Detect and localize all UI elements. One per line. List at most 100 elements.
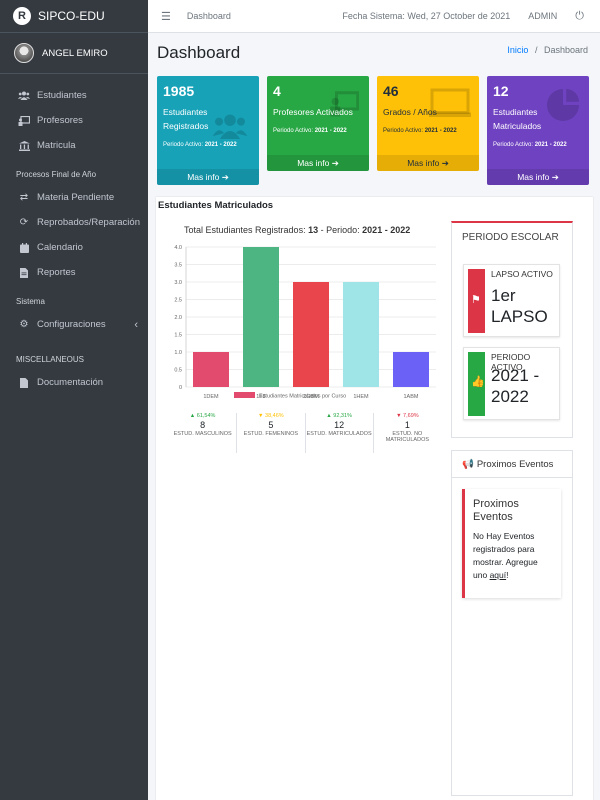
- sidebar-item-configuraciones[interactable]: ⚙ Configuraciones ‹: [0, 312, 148, 337]
- stat-label: ESTUD. NO MATRICULADOS: [385, 431, 430, 443]
- y-tick-label: 3.0: [174, 280, 182, 286]
- box-number: 46: [383, 83, 399, 99]
- box-period: Periodo Activo: 2021 - 2022: [163, 142, 237, 148]
- box-period: Periodo Activo: 2021 - 2022: [383, 128, 457, 134]
- sidebar-item-label: Configuraciones: [37, 319, 106, 330]
- nav-header-misc: MISCELLANEOUS: [16, 355, 85, 364]
- legend-swatch: [234, 392, 255, 398]
- mas-info-link[interactable]: Mas info ➔: [157, 169, 259, 185]
- info-box-estudiantes: 1985 Estudiantes Registrados Periodo Act…: [157, 76, 259, 185]
- info-box-grados: 46 Grados / Años Periodo Activo: 2021 - …: [377, 76, 479, 171]
- y-tick-label: 1.0: [174, 350, 182, 356]
- box-number: 12: [493, 83, 509, 99]
- stat-percent: ▼ 38,46%: [258, 413, 284, 419]
- sidebar-item-label: Profesores: [37, 115, 83, 126]
- bar: [293, 282, 329, 387]
- callout-title: Proximos Eventos: [473, 498, 519, 523]
- lapso-activo-box: ⚑ LAPSO ACTIVO 1er LAPSO: [463, 264, 560, 337]
- sidebar-item-label: Documentación: [37, 377, 104, 388]
- stat-percent: ▲ 92,31%: [326, 413, 352, 419]
- sidebar-item-label: Calendario: [37, 242, 83, 253]
- eventos-header: 📢 Proximos Eventos: [452, 451, 572, 478]
- breadcrumb-home[interactable]: Inicio: [507, 45, 529, 55]
- sidebar-item-label: Estudiantes: [37, 90, 87, 101]
- sidebar-item-reprobados[interactable]: ⟳ Reprobados/Reparación: [0, 210, 148, 235]
- sidebar-item-estudiantes[interactable]: Estudiantes: [0, 83, 148, 108]
- topbar-dashboard-link[interactable]: Dashboard: [186, 11, 231, 21]
- periodo-label: PERIODO ACTIVO: [491, 352, 531, 372]
- y-tick-label: 3.5: [174, 263, 182, 269]
- stat-percent: ▼ 7,69%: [396, 413, 419, 419]
- sidebar-item-profesores[interactable]: Profesores: [0, 108, 148, 133]
- stat-label: ESTUD. MASCULINOS: [173, 431, 232, 437]
- cogs-icon: ⚙: [19, 319, 29, 330]
- flag-checkered-icon: ⚑: [471, 294, 481, 306]
- nav-header-sistema: Sistema: [16, 297, 45, 306]
- breadcrumb-current: Dashboard: [543, 45, 588, 55]
- arrow-circle-right-icon: ➔: [331, 158, 339, 168]
- sidebar-item-reportes[interactable]: Reportes: [0, 260, 148, 285]
- stat-masculinos: ▲ 61,54% 8 ESTUD. MASCULINOS: [169, 413, 238, 453]
- chalkboard-teacher-icon: [329, 88, 360, 125]
- bar: [343, 282, 379, 387]
- bar: [393, 352, 429, 387]
- y-tick-label: 1.5: [174, 333, 182, 339]
- user-panel[interactable]: ANGEL EMIRO: [0, 33, 148, 74]
- box-label: Estudiantes Matriculados: [493, 107, 542, 131]
- stat-matriculados: ▲ 92,31% 12 ESTUD. MATRICULADOS: [306, 413, 374, 453]
- mas-info-link[interactable]: Mas info ➔: [267, 155, 369, 171]
- brand-logo: R: [13, 7, 31, 25]
- arrow-circle-right-icon: ➔: [441, 158, 449, 168]
- thumbs-up-icon: 👍: [471, 376, 485, 388]
- sidebar-item-calendario[interactable]: Calendario: [0, 235, 148, 260]
- bar: [193, 352, 229, 387]
- brand[interactable]: R SIPCO-EDU: [0, 0, 148, 33]
- chalkboard-icon: [429, 87, 471, 125]
- stats-row: ▲ 61,54% 8 ESTUD. MASCULINOS ▼ 38,46% 5 …: [169, 413, 441, 453]
- periodo-value: 2021 - 2022: [491, 366, 540, 406]
- arrow-circle-right-icon: ➔: [221, 172, 229, 182]
- university-icon: [18, 140, 30, 151]
- chart-summary: Total Estudiantes Registrados: 13 - Peri…: [184, 225, 411, 235]
- x-tick-label: 2GBM: [303, 394, 319, 400]
- user-name: ANGEL EMIRO: [42, 47, 108, 59]
- periodo-title: PERIODO ESCOLAR: [462, 232, 559, 243]
- sidebar-item-documentacion[interactable]: Documentación: [0, 370, 148, 395]
- box-period: Periodo Activo: 2021 - 2022: [493, 142, 567, 148]
- page-title: Dashboard: [157, 43, 241, 62]
- sidebar-item-materia-pendiente[interactable]: ⇄ Materia Pendiente: [0, 185, 148, 210]
- hamburger-icon[interactable]: ☰: [161, 10, 171, 23]
- file-icon: [18, 267, 30, 278]
- periodo-activo-box: 👍 PERIODO ACTIVO 2021 - 2022: [463, 347, 560, 420]
- sync-icon: ⟳: [19, 217, 29, 228]
- power-icon[interactable]: ⏻: [575, 9, 584, 22]
- box-period: Periodo Activo: 2021 - 2022: [273, 128, 347, 134]
- admin-menu[interactable]: ADMIN: [528, 11, 558, 21]
- y-tick-label: 4.0: [174, 245, 182, 251]
- breadcrumb-separator: /: [534, 45, 538, 55]
- mas-info-link[interactable]: Mas info ➔: [487, 169, 589, 185]
- stat-femeninos: ▼ 38,46% 5 ESTUD. FEMENINOS: [237, 413, 306, 453]
- stat-label: ESTUD. MATRICULADOS: [306, 431, 372, 437]
- callout-text: No Hay Eventos registrados para mostrar.…: [473, 531, 538, 580]
- nav-header-procesos: Procesos Final de Año: [16, 170, 97, 179]
- y-tick-label: 2.5: [174, 298, 182, 304]
- sidebar-item-label: Reportes: [37, 267, 76, 278]
- arrow-circle-right-icon: ➔: [551, 172, 559, 182]
- exchange-icon: ⇄: [19, 192, 29, 203]
- y-tick-label: 0: [179, 385, 182, 391]
- eventos-title: Proximos Eventos: [476, 458, 554, 470]
- pie-chart-icon: [547, 89, 579, 129]
- aqui-link[interactable]: aquí: [489, 570, 507, 580]
- lapso-value: 1er LAPSO: [491, 286, 548, 326]
- box-label: Grados / Años: [383, 107, 437, 117]
- periodo-escolar-card: PERIODO ESCOLAR ⚑ LAPSO ACTIVO 1er LAPSO…: [451, 221, 573, 438]
- mas-info-link[interactable]: Mas info ➔: [377, 155, 479, 171]
- calendar-icon: [18, 242, 30, 253]
- info-box-matriculados: 12 Estudiantes Matriculados Periodo Acti…: [487, 76, 589, 185]
- sidebar-item-matricula[interactable]: Matricula: [0, 133, 148, 158]
- brand-name: SIPCO-EDU: [38, 9, 105, 23]
- sidebar-nav: Estudiantes Profesores Matricula Proceso…: [0, 74, 148, 395]
- stat-label: ESTUD. FEMENINOS: [243, 431, 299, 437]
- content: Dashboard Inicio / Dashboard 1985 Estudi…: [148, 33, 600, 800]
